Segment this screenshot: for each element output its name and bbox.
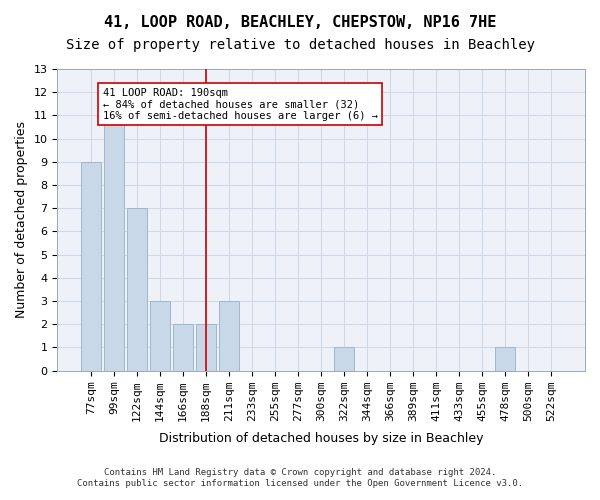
Bar [220,301,239,370]
Bar [151,301,170,370]
Y-axis label: Number of detached properties: Number of detached properties [15,122,28,318]
Text: Size of property relative to detached houses in Beachley: Size of property relative to detached ho… [65,38,535,52]
Bar [196,324,216,370]
Bar [104,116,124,370]
Bar [127,208,147,370]
Text: 41 LOOP ROAD: 190sqm
← 84% of detached houses are smaller (32)
16% of semi-detac: 41 LOOP ROAD: 190sqm ← 84% of detached h… [103,88,377,121]
X-axis label: Distribution of detached houses by size in Beachley: Distribution of detached houses by size … [159,432,484,445]
Bar [82,162,101,370]
Bar [173,324,193,370]
Text: 41, LOOP ROAD, BEACHLEY, CHEPSTOW, NP16 7HE: 41, LOOP ROAD, BEACHLEY, CHEPSTOW, NP16 … [104,15,496,30]
Bar [334,348,354,370]
Bar [496,348,515,370]
Text: Contains HM Land Registry data © Crown copyright and database right 2024.
Contai: Contains HM Land Registry data © Crown c… [77,468,523,487]
